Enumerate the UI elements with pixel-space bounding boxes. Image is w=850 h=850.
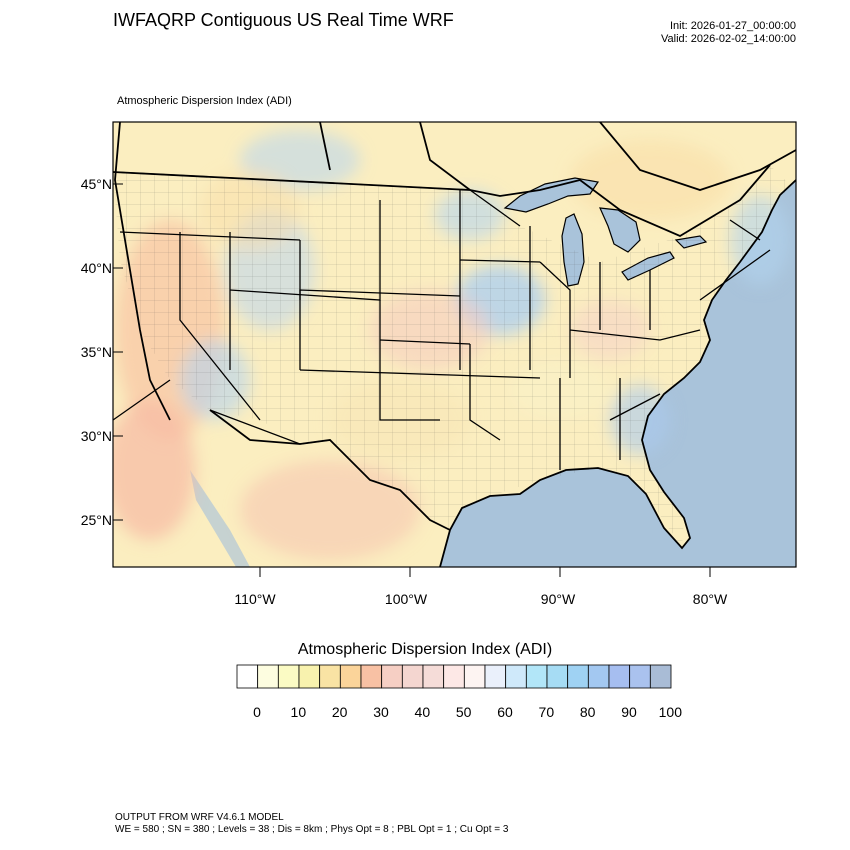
colorbar-box — [608, 664, 631, 689]
colorbar-box — [236, 664, 259, 689]
colorbar-box — [525, 664, 548, 689]
colorbar-box — [629, 664, 651, 689]
gulf-of-california — [190, 470, 250, 567]
field-label: Atmospheric Dispersion Index (ADI) — [117, 95, 292, 107]
lon-label-80w: 80°W — [692, 591, 728, 607]
county-lines — [113, 165, 790, 548]
init-time: Init: 2026-01-27_00:00:00 — [670, 20, 796, 32]
colorbar-tick-label: 40 — [414, 704, 431, 720]
colorbar-box — [505, 664, 527, 689]
map-area — [113, 122, 796, 567]
lon-label-110w: 110°W — [234, 591, 276, 607]
valid-time: Valid: 2026-02-02_14:00:00 — [661, 33, 796, 45]
colorbar-box — [339, 664, 362, 689]
colorbar-box — [319, 664, 341, 689]
colorbar-box — [484, 664, 507, 689]
colorbar-tick-label: 10 — [290, 704, 307, 720]
colorbar-box — [257, 664, 279, 689]
colorbar-box — [649, 664, 672, 689]
lat-label-25: 25°N — [80, 512, 112, 528]
colorbar-tick-label: 30 — [373, 704, 389, 720]
colorbar-box — [587, 664, 610, 689]
colorbar-box — [422, 664, 445, 689]
lat-label-30: 30°N — [80, 428, 112, 444]
colorbar-tick-label: 20 — [331, 704, 348, 720]
colorbar-box — [463, 664, 486, 689]
map-frame — [112, 121, 797, 568]
lon-label-100w: 100°W — [384, 591, 428, 607]
colorbar-tick-label: 100 — [658, 704, 683, 720]
colorbar-box — [298, 664, 321, 689]
lat-label-35: 35°N — [80, 344, 112, 360]
colorbar-tick-label: 0 — [253, 704, 261, 720]
colorbar-box — [277, 664, 300, 689]
colorbar — [236, 664, 672, 689]
footer-model: OUTPUT FROM WRF V4.6.1 MODEL — [115, 812, 284, 823]
colorbar-tick-label: 80 — [579, 704, 596, 720]
colorbar-tick-label: 60 — [497, 704, 513, 720]
colorbar-box — [401, 664, 424, 689]
lake-huron — [599, 207, 641, 253]
colorbar-box — [546, 664, 569, 689]
colorbar-box — [360, 664, 383, 689]
colorbar-box — [443, 664, 465, 689]
colorbar-tick-label: 50 — [455, 704, 472, 720]
colorbar-tick-label: 70 — [538, 704, 555, 720]
colorbar-tick-label: 90 — [621, 704, 637, 720]
lon-label-90w: 90°W — [540, 591, 576, 607]
lat-label-45: 45°N — [80, 176, 112, 192]
lake-superior — [503, 177, 600, 213]
colorbar-title: Atmospheric Dispersion Index (ADI) — [297, 641, 553, 658]
colorbar-box — [381, 664, 403, 689]
lat-label-40: 40°N — [80, 260, 112, 276]
footer-config: WE = 580 ; SN = 380 ; Levels = 38 ; Dis … — [115, 824, 509, 835]
lon-ticks — [259, 567, 711, 577]
map-title: IWFAQRP Contiguous US Real Time WRF — [113, 10, 454, 30]
national-borders — [113, 122, 796, 567]
colorbar-box — [567, 664, 589, 689]
lat-ticks — [113, 183, 123, 521]
